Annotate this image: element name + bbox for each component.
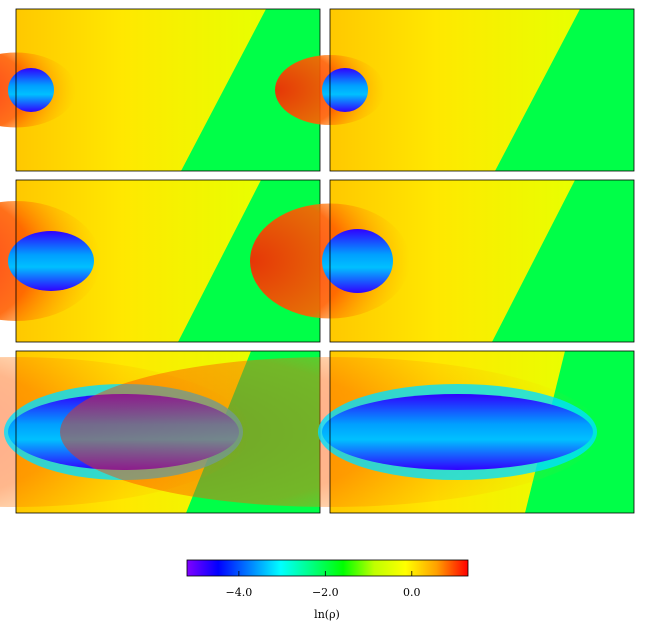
panel-frame [329, 8, 635, 172]
ambient-region [495, 9, 634, 171]
panel-frame [329, 179, 635, 343]
jet [322, 68, 368, 112]
colorbar [186, 559, 469, 577]
ambient-region [492, 180, 634, 342]
colorbar-tick-label: −2.0 [312, 586, 339, 599]
jet [8, 231, 94, 291]
jet [322, 229, 393, 293]
colorbar-tick-label: −4.0 [226, 586, 253, 599]
colorbar-label: ln(ρ) [314, 608, 340, 621]
jet [322, 394, 593, 470]
colorbar-tick-label: 0.0 [403, 586, 421, 599]
ambient-region [181, 9, 320, 171]
panel [275, 8, 635, 172]
panel-frame [329, 350, 635, 514]
jet [8, 68, 54, 112]
panel [250, 179, 635, 343]
panels [0, 8, 635, 514]
panel [60, 350, 635, 514]
panel [0, 8, 321, 172]
